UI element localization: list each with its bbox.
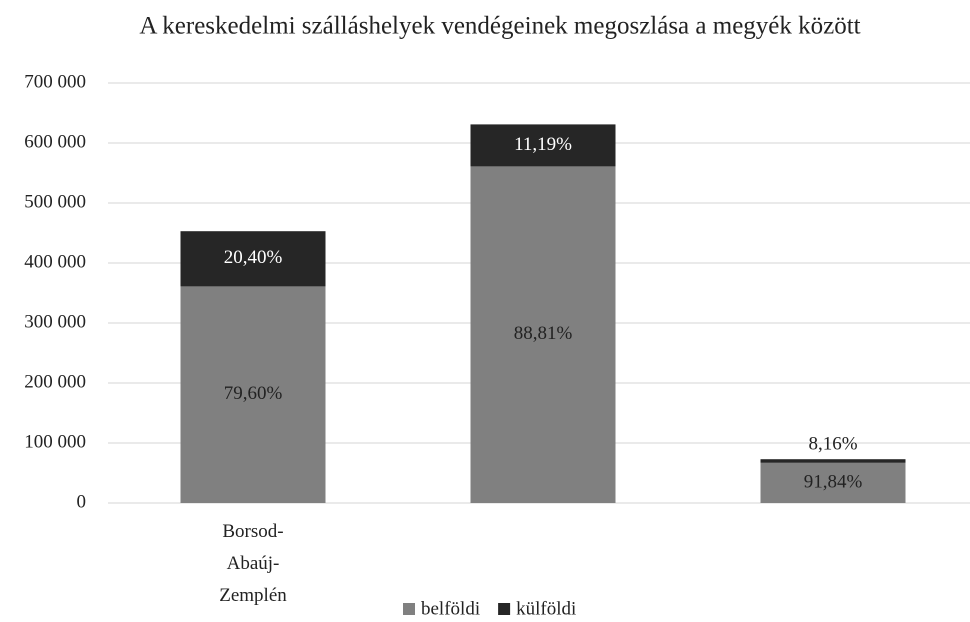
x-tick-line: Borsod- (222, 521, 283, 542)
legend-label: belföldi (421, 598, 480, 619)
bar-segment (180, 231, 326, 287)
bar-segment (760, 462, 906, 503)
bar-segment (180, 286, 326, 503)
data-label: 88,81% (514, 323, 573, 344)
x-tick-line: Abaúj- (227, 553, 280, 574)
y-tick-label: 600 000 (24, 131, 86, 152)
data-label: 8,16% (808, 434, 857, 455)
legend-swatch (403, 603, 415, 615)
data-label: 79,60% (224, 383, 283, 404)
y-tick-label: 300 000 (24, 311, 86, 332)
bar-segment (760, 459, 906, 463)
chart-title: A kereskedelmi szálláshelyek vendégeinek… (139, 13, 860, 40)
data-label: 91,84% (804, 471, 863, 492)
bar-segment (470, 166, 616, 503)
y-tick-label: 700 000 (24, 71, 86, 92)
y-tick-label: 400 000 (24, 251, 86, 272)
y-tick-label: 100 000 (24, 431, 86, 452)
data-label: 11,19% (514, 134, 572, 155)
data-label: 20,40% (224, 247, 283, 268)
bar-segment (470, 124, 616, 167)
legend-label: külföldi (516, 598, 576, 619)
x-tick-line: Zemplén (219, 585, 287, 606)
x-tick-label: Borsod- Abaúj- Zemplén (219, 521, 287, 606)
legend-swatch (498, 603, 511, 615)
y-tick-label: 0 (77, 491, 87, 512)
y-tick-label: 500 000 (24, 191, 86, 212)
y-tick-label: 200 000 (24, 371, 86, 392)
